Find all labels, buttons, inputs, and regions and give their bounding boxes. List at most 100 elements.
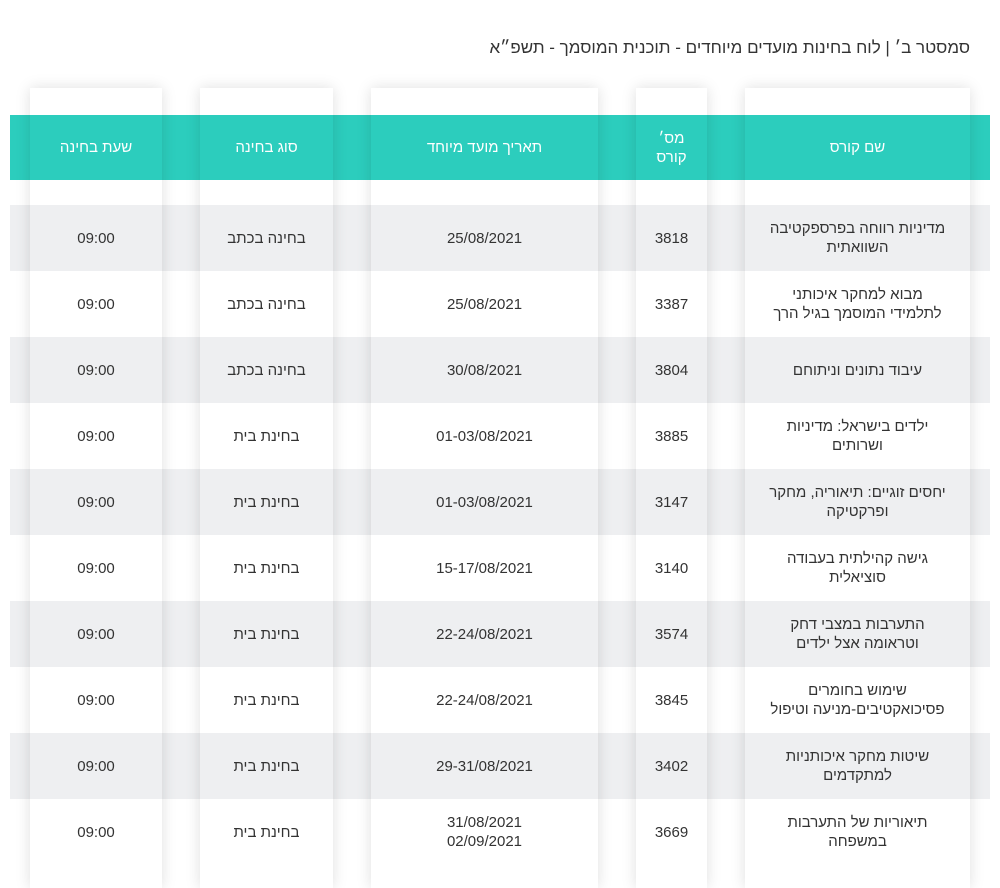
table-row: מבוא למחקר איכותני לתלמידי המוסמך בגיל ה… <box>10 271 990 337</box>
exam-type-text: בחינת בית <box>233 823 300 841</box>
exam-type-text: בחינת בית <box>233 493 300 511</box>
exam-type-text: בחינת בית <box>233 625 300 643</box>
cell-course-number: 3387 <box>636 271 707 337</box>
cell-exam-time: 09:00 <box>30 733 162 799</box>
table-row: מדיניות רווחה בפרספקטיבה השוואתית 3818 25/… <box>10 205 990 271</box>
course-name-text: גישה קהילתית בעבודה סוציאלית <box>787 550 928 586</box>
course-number-text: 3885 <box>654 427 689 445</box>
exam-type-text: בחינת בית <box>233 691 300 709</box>
cell-exam-time: 09:00 <box>30 667 162 733</box>
exam-date-text: 25/08/2021 <box>446 229 523 247</box>
exam-time-text: 09:00 <box>77 361 115 379</box>
table-row: יחסים זוגיים: תיאוריה, מחקר ופרקטיקה 3147… <box>10 469 990 535</box>
course-number-text: 3402 <box>654 757 689 775</box>
header-course-number-label: מס׳ קורס <box>656 129 687 166</box>
exam-date-text: 29-31/08/2021 <box>436 757 533 775</box>
course-name-text: שימוש בחומרים פסיכואקטיבים-מניעה וטיפול <box>770 682 945 718</box>
exam-type-text: בחינה בכתב <box>227 295 306 313</box>
header-course-number: מס׳ קורס <box>636 115 707 180</box>
cell-exam-date: 30/08/2021 <box>371 337 598 403</box>
cell-course-number: 3147 <box>636 469 707 535</box>
exam-time-text: 09:00 <box>77 493 115 511</box>
cell-exam-time: 09:00 <box>30 337 162 403</box>
exam-type-text: בחינה בכתב <box>227 361 306 379</box>
cell-course-number: 3574 <box>636 601 707 667</box>
exam-type-text: בחינה בכתב <box>227 229 306 247</box>
exam-time-text: 09:00 <box>77 427 115 445</box>
exam-date-text: 30/08/2021 <box>446 361 523 379</box>
header-exam-time: שעת בחינה <box>59 139 133 156</box>
cell-course-number: 3140 <box>636 535 707 601</box>
cell-course-name: ילדים בישראל: מדיניות ושרותים <box>745 403 970 469</box>
cell-exam-type: בחינה בכתב <box>200 337 333 403</box>
course-name-text: שיטות מחקר איכותניות למתקדמים <box>785 748 930 784</box>
exam-date-text: 25/08/2021 <box>446 295 523 313</box>
table-row: שיטות מחקר איכותניות למתקדמים 3402 29-31/0… <box>10 733 990 799</box>
cell-exam-time: 09:00 <box>30 535 162 601</box>
course-number-text: 3818 <box>654 229 689 247</box>
header-exam-type: סוג בחינה <box>235 139 298 156</box>
exam-time-text: 09:00 <box>77 691 115 709</box>
exam-time-text: 09:00 <box>77 823 115 841</box>
exam-type-text: בחינת בית <box>233 427 300 445</box>
cell-exam-type: בחינת בית <box>200 667 333 733</box>
cell-exam-time: 09:00 <box>30 271 162 337</box>
course-name-text: התערבות במצבי דחק וטראומה אצל ילדים <box>790 616 925 652</box>
cell-exam-type: בחינת בית <box>200 403 333 469</box>
cell-exam-time: 09:00 <box>30 799 162 865</box>
course-number-text: 3387 <box>654 295 689 313</box>
cell-exam-type: בחינת בית <box>200 733 333 799</box>
course-number-text: 3804 <box>654 361 689 379</box>
cell-course-name: תיאוריות של התערבות במשפחה <box>745 799 970 865</box>
course-name-text: תיאוריות של התערבות במשפחה <box>787 814 928 850</box>
exam-time-text: 09:00 <box>77 559 115 577</box>
table-row: ילדים בישראל: מדיניות ושרותים 3885 01-03/0… <box>10 403 990 469</box>
course-name-text: יחסים זוגיים: תיאוריה, מחקר ופרקטיקה <box>769 484 946 520</box>
cell-course-number: 3804 <box>636 337 707 403</box>
cell-exam-date: 01-03/08/2021 <box>371 403 598 469</box>
cell-course-name: גישה קהילתית בעבודה סוציאלית <box>745 535 970 601</box>
cell-exam-time: 09:00 <box>30 205 162 271</box>
cell-course-number: 3669 <box>636 799 707 865</box>
cell-course-number: 3818 <box>636 205 707 271</box>
exam-date-text: 01-03/08/2021 <box>436 493 533 511</box>
cell-course-name: שיטות מחקר איכותניות למתקדמים <box>745 733 970 799</box>
course-name-text: ילדים בישראל: מדיניות ושרותים <box>786 418 929 454</box>
exam-date-text: 22-24/08/2021 <box>436 625 533 643</box>
course-number-text: 3669 <box>654 823 689 841</box>
cell-course-name: מבוא למחקר איכותני לתלמידי המוסמך בגיל ה… <box>745 271 970 337</box>
exam-date-text: 01-03/08/2021 <box>436 427 533 445</box>
cell-exam-date: 22-24/08/2021 <box>371 601 598 667</box>
table-header: שם קורס מס׳ קורס תאריך מועד מיוחד סוג בח… <box>10 115 990 180</box>
course-name-text: מבוא למחקר איכותני לתלמידי המוסמך בגיל ה… <box>773 286 942 322</box>
cell-exam-date: 25/08/2021 <box>371 205 598 271</box>
cell-exam-type: בחינת בית <box>200 469 333 535</box>
cell-exam-type: בחינת בית <box>200 535 333 601</box>
exam-date-text: 31/08/2021 02/09/2021 <box>446 814 523 850</box>
course-number-text: 3140 <box>654 559 689 577</box>
cell-exam-date: 22-24/08/2021 <box>371 667 598 733</box>
cell-course-number: 3885 <box>636 403 707 469</box>
cell-exam-type: בחינת בית <box>200 601 333 667</box>
cell-exam-date: 29-31/08/2021 <box>371 733 598 799</box>
cell-course-name: התערבות במצבי דחק וטראומה אצל ילדים <box>745 601 970 667</box>
table-row: תיאוריות של התערבות במשפחה 3669 31/08/2021… <box>10 799 990 865</box>
cell-exam-time: 09:00 <box>30 403 162 469</box>
cell-course-number: 3402 <box>636 733 707 799</box>
exam-date-text: 15-17/08/2021 <box>436 559 533 577</box>
exam-time-text: 09:00 <box>77 625 115 643</box>
cell-exam-type: בחינה בכתב <box>200 271 333 337</box>
course-name-text: עיבוד נתונים וניתוחם <box>792 361 923 379</box>
cell-course-name: עיבוד נתונים וניתוחם <box>745 337 970 403</box>
cell-exam-date: 15-17/08/2021 <box>371 535 598 601</box>
exam-type-text: בחינת בית <box>233 559 300 577</box>
page-title: סמסטר ב׳ | לוח בחינות מועדים מיוחדים - ת… <box>489 38 970 57</box>
cell-exam-time: 09:00 <box>30 469 162 535</box>
table-row: גישה קהילתית בעבודה סוציאלית 3140 15-17/08… <box>10 535 990 601</box>
cell-course-name: מדיניות רווחה בפרספקטיבה השוואתית <box>745 205 970 271</box>
table-row: עיבוד נתונים וניתוחם 3804 30/08/2021 בחינה … <box>10 337 990 403</box>
course-number-text: 3147 <box>654 493 689 511</box>
cell-exam-date: 01-03/08/2021 <box>371 469 598 535</box>
exam-date-text: 22-24/08/2021 <box>436 691 533 709</box>
exam-time-text: 09:00 <box>77 229 115 247</box>
